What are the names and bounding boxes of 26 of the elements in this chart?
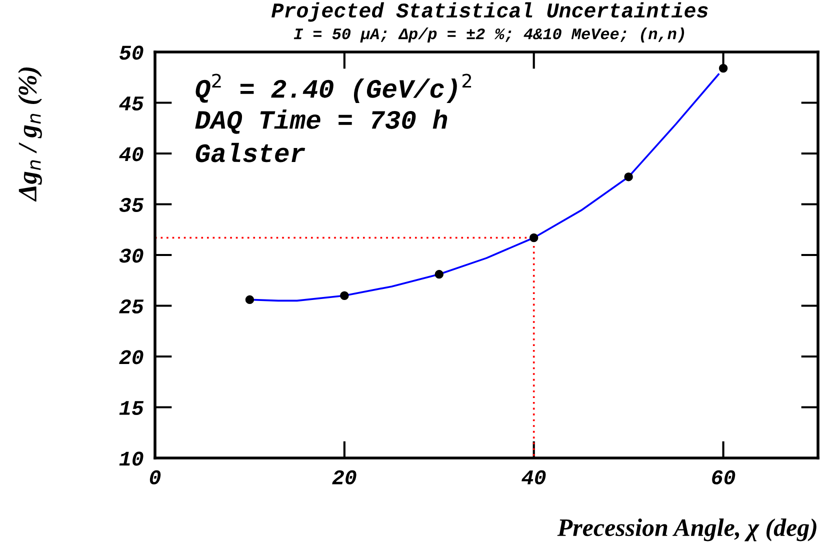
y-tick-label: 20 — [119, 350, 144, 364]
point — [245, 295, 254, 304]
y-tick-label: 35 — [119, 198, 144, 212]
annotation: Q$^{2}$ = 2.40 (GeV/c)$^{2}$ — [196, 74, 472, 104]
x-tick-label: 20 — [332, 470, 356, 484]
y-axis-title: Δg$_{n}$ / g$_{n}$ (%) — [18, 67, 42, 202]
y-tick-label: 15 — [119, 401, 144, 416]
y-tick-label: 40 — [119, 147, 144, 162]
point — [340, 291, 349, 300]
point — [434, 270, 444, 279]
x-tick-label: 40 — [522, 470, 546, 484]
y-tick-label: 10 — [119, 452, 144, 466]
x-tick-label: 60 — [712, 470, 736, 484]
y-tick-label: 50 — [120, 46, 144, 60]
y-tick-label: 45 — [119, 96, 144, 111]
x-tick-label: 0 — [150, 470, 161, 484]
chart-title: Projected Statistical Uncertainties — [272, 2, 708, 22]
point — [718, 64, 728, 73]
y-tick-label: 30 — [119, 248, 144, 263]
y-tick-label: 25 — [119, 299, 144, 314]
chart-subtitle: I = 50 μA; Δp/p = ±2 %; 4&10 MeVee; (n,n) — [294, 28, 684, 42]
point — [529, 233, 538, 242]
x-axis-title: Precession Angle, χ (deg) — [557, 518, 816, 542]
annotation: Galster — [196, 142, 306, 162]
point — [624, 172, 633, 182]
annotation: DAQ Time = 730 h — [195, 110, 448, 134]
